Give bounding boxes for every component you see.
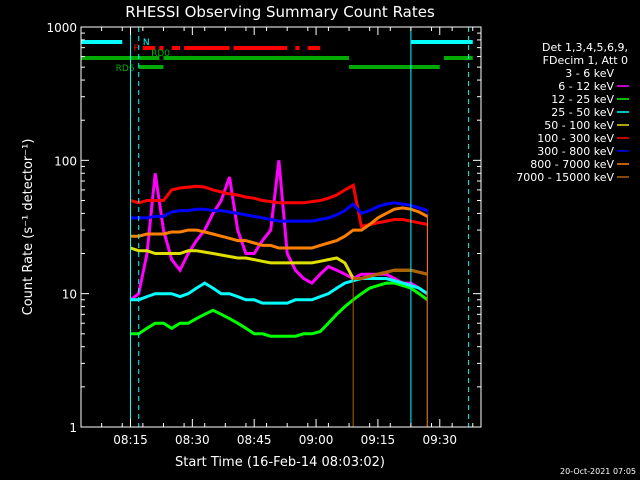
- legend-entry-label: 12 - 25 keV: [551, 93, 614, 106]
- series-line: [130, 182, 428, 229]
- flag-bars: NF RD0 RD6: [81, 38, 473, 74]
- y-tick-label: 1000: [46, 21, 77, 35]
- attenuator-lines: [129, 27, 470, 427]
- legend-entry-label: 800 - 7000 keV: [530, 158, 614, 171]
- flag-bar-label: N: [143, 38, 150, 48]
- axes: 08:15 08:30 08:45 09:00 09:15 09:30 1 10 100 1000: [46, 21, 481, 447]
- y-tick-label: 10: [62, 288, 77, 302]
- y-tick-label: 100: [54, 154, 77, 168]
- series-line: [130, 206, 429, 250]
- y-tick-label: 1: [69, 421, 77, 435]
- x-tick-label: 09:00: [299, 433, 334, 447]
- chart-title: RHESSI Observing Summary Count Rates: [125, 3, 435, 21]
- plot-frame: [80, 26, 482, 428]
- series-line: [130, 277, 429, 305]
- x-tick-label: 09:30: [422, 433, 457, 447]
- x-tick-label: 08:45: [237, 433, 272, 447]
- legend-entry-label: 25 - 50 keV: [551, 106, 614, 119]
- series-line: [130, 201, 428, 223]
- legend-header-line: FDecim 1, Att 0: [543, 54, 628, 67]
- legend-entry-label: 6 - 12 keV: [558, 80, 614, 93]
- x-tick-label: 08:15: [113, 433, 148, 447]
- series-line: [129, 199, 429, 335]
- legend-entry-label: 50 - 100 keV: [544, 119, 614, 132]
- x-tick-label: 08:30: [175, 433, 210, 447]
- legend-entry-label: 300 - 800 keV: [537, 145, 614, 158]
- x-tick-label: 09:15: [361, 433, 396, 447]
- series-line: [130, 281, 429, 338]
- footer-timestamp: 20-Oct-2021 07:05: [560, 467, 636, 476]
- flag-bar-label: RD0: [151, 49, 170, 59]
- legend-entry-label: 3 - 6 keV: [565, 67, 614, 80]
- flag-bar-label: F: [134, 44, 139, 54]
- legend: Det 1,3,4,5,6,9,FDecim 1, Att 03 - 6 keV…: [516, 41, 629, 184]
- x-axis-label: Start Time (16-Feb-14 08:03:02): [175, 455, 385, 470]
- legend-entry-label: 100 - 300 keV: [537, 132, 614, 145]
- legend-entry-label: 7000 - 15000 keV: [516, 171, 614, 184]
- series-line: [353, 268, 428, 280]
- flag-bar-label: RD6: [116, 64, 135, 74]
- y-axis-label: Count Rate (s⁻¹ detector⁻¹): [21, 139, 36, 316]
- legend-header-line: Det 1,3,4,5,6,9,: [542, 41, 628, 54]
